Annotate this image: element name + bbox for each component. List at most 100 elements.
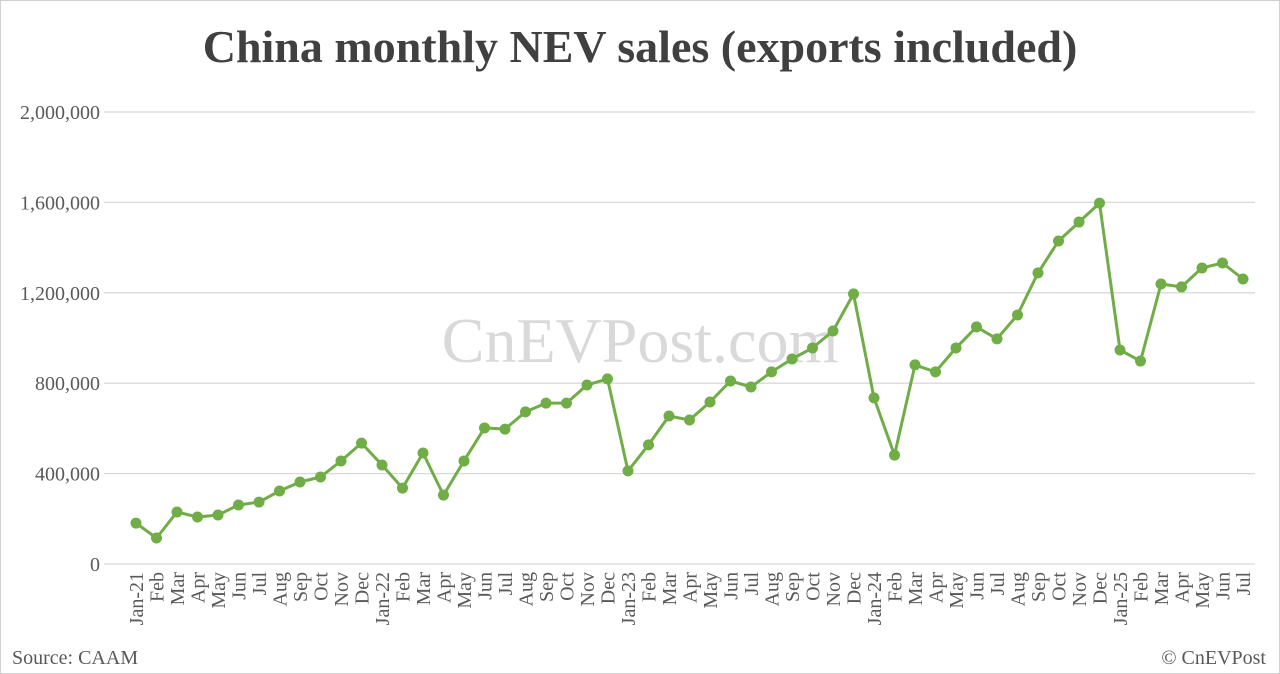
- x-tick-label: Jun: [721, 572, 743, 600]
- data-point: [1135, 355, 1146, 367]
- data-point: [1053, 235, 1064, 247]
- x-tick-label: Jan-23: [618, 572, 640, 625]
- data-point: [151, 532, 162, 544]
- x-tick-label: Nov: [331, 572, 353, 606]
- data-point: [786, 353, 798, 365]
- data-point: [684, 414, 695, 426]
- x-tick-label: Aug: [762, 572, 784, 606]
- data-point: [1196, 262, 1208, 274]
- y-tick-label: 800,000: [35, 373, 100, 395]
- x-tick-label: Apr: [434, 572, 456, 603]
- data-point: [315, 471, 326, 483]
- data-point: [991, 333, 1003, 345]
- x-tick-label: Apr: [680, 572, 702, 603]
- data-point: [889, 449, 900, 461]
- x-tick-label: Apr: [188, 572, 210, 603]
- x-tick-label: Jun: [967, 572, 989, 600]
- x-tick-label: Jul: [495, 572, 517, 596]
- watermark: CnEVPost.com: [442, 305, 838, 376]
- x-tick-label: Nov: [1069, 572, 1091, 606]
- x-tick-label: Feb: [885, 572, 907, 602]
- x-tick-label: Aug: [270, 572, 292, 606]
- data-point: [192, 511, 203, 523]
- y-tick-label: 1,200,000: [20, 283, 100, 305]
- x-tick-label: Jun: [475, 572, 497, 600]
- data-point: [520, 406, 531, 418]
- x-tick-label: Sep: [536, 572, 558, 602]
- data-point: [294, 476, 306, 488]
- x-tick-label: Feb: [639, 572, 661, 602]
- x-tick-label: Dec: [844, 572, 866, 604]
- data-point: [335, 455, 347, 467]
- x-tick-label: Mar: [659, 572, 681, 606]
- data-point: [458, 455, 470, 467]
- x-tick-label: Mar: [167, 572, 189, 606]
- x-tick-label: Feb: [147, 572, 169, 602]
- x-tick-label: Oct: [1049, 572, 1071, 601]
- x-tick-label: Oct: [803, 572, 825, 601]
- x-tick-label: Jan-25: [1110, 572, 1132, 625]
- x-tick-label: Jul: [1233, 572, 1255, 596]
- x-tick-label: Sep: [290, 572, 312, 602]
- data-point: [622, 465, 634, 477]
- x-tick-label: Jan-21: [126, 572, 148, 625]
- x-tick-label: Jul: [741, 572, 763, 596]
- x-tick-label: Apr: [1172, 572, 1194, 603]
- copyright-note: © CnEVPost: [1161, 647, 1266, 669]
- x-tick-label: Feb: [393, 572, 415, 602]
- data-point: [417, 447, 429, 459]
- data-point: [725, 375, 736, 387]
- x-tick-label: Sep: [1028, 572, 1050, 602]
- data-point: [827, 325, 839, 337]
- x-tick-label: Oct: [311, 572, 333, 601]
- x-tick-label: Dec: [352, 572, 374, 604]
- data-point: [1012, 309, 1023, 321]
- data-point: [704, 396, 716, 408]
- x-tick-label: Jan-22: [372, 572, 394, 625]
- data-point: [950, 342, 962, 354]
- data-point: [581, 379, 593, 391]
- x-tick-label: Jan-24: [864, 572, 886, 625]
- y-tick-label: 400,000: [35, 464, 100, 486]
- data-point: [561, 397, 572, 409]
- x-tick-label: Jul: [987, 572, 1009, 596]
- data-point: [1032, 267, 1044, 279]
- data-point: [971, 321, 982, 333]
- x-tick-label: Feb: [1131, 572, 1153, 602]
- data-point: [1217, 257, 1228, 269]
- data-point: [663, 410, 675, 422]
- chart-title: China monthly NEV sales (exports include…: [203, 21, 1078, 72]
- x-tick-label: Nov: [577, 572, 599, 606]
- data-point: [643, 439, 654, 451]
- x-tick-label: Mar: [905, 572, 927, 606]
- data-point: [807, 342, 818, 354]
- source-note: Source: CAAM: [12, 647, 138, 669]
- x-tick-label: May: [1192, 572, 1214, 609]
- data-point: [376, 459, 388, 471]
- data-point: [868, 392, 880, 404]
- data-point: [438, 489, 449, 501]
- data-point: [130, 517, 142, 529]
- data-point: [274, 485, 285, 497]
- data-point: [848, 288, 859, 300]
- x-tick-label: Sep: [782, 572, 804, 602]
- data-point: [766, 366, 777, 378]
- data-point: [930, 366, 941, 378]
- data-point: [479, 422, 490, 434]
- x-tick-label: May: [700, 572, 722, 609]
- x-tick-label: May: [208, 572, 230, 609]
- x-tick-label: May: [946, 572, 968, 609]
- data-point: [233, 499, 244, 511]
- data-point: [602, 373, 613, 385]
- data-point: [1073, 216, 1085, 228]
- data-point: [909, 359, 921, 371]
- data-point: [1114, 344, 1126, 356]
- x-tick-label: Aug: [516, 572, 538, 606]
- data-point: [540, 397, 552, 409]
- data-point: [745, 381, 757, 393]
- x-tick-label: Jun: [229, 572, 251, 600]
- x-tick-label: Mar: [1151, 572, 1173, 606]
- x-tick-label: Mar: [413, 572, 435, 606]
- y-tick-label: 0: [90, 554, 100, 576]
